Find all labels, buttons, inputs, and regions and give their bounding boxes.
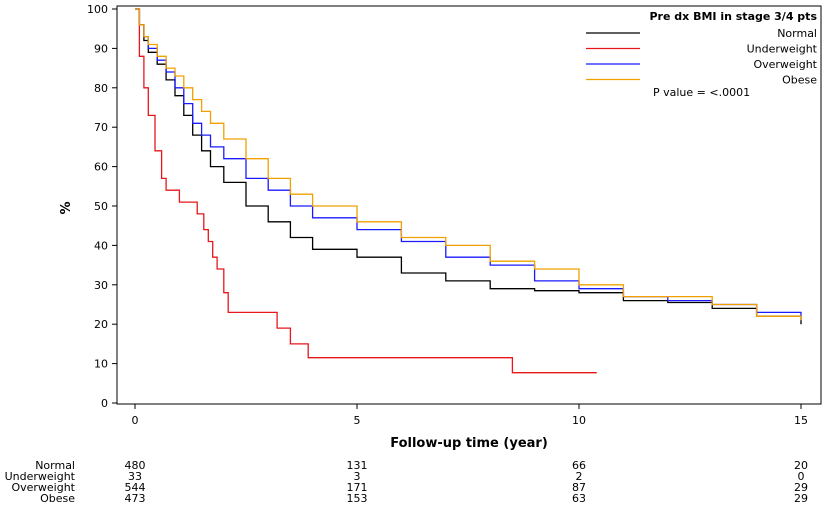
- series-line-normal: [135, 8, 802, 325]
- risk-row-label: Underweight: [5, 470, 76, 483]
- y-tick-label: 0: [101, 397, 108, 410]
- x-tick-label: 0: [132, 414, 139, 427]
- risk-cell: 63: [572, 492, 586, 505]
- risk-cell: 131: [347, 459, 368, 472]
- risk-cell: 171: [347, 481, 368, 494]
- legend-label-underweight: Underweight: [747, 43, 818, 56]
- x-axis-title: Follow-up time (year): [390, 436, 548, 451]
- y-tick-label: 80: [94, 82, 108, 95]
- y-tick-label: 20: [94, 318, 108, 331]
- risk-cell: 3: [354, 470, 361, 483]
- risk-cell: 480: [125, 459, 146, 472]
- plot-area-frame: [116, 5, 822, 405]
- risk-cell: 29: [794, 481, 808, 494]
- legend-entries: Normal Underweight Overweight Obese: [586, 27, 818, 87]
- risk-cell: 0: [798, 470, 805, 483]
- x-axis: 0 5 10 15: [132, 404, 808, 427]
- y-tick-label: 50: [94, 200, 108, 213]
- y-axis-title: %: [59, 201, 74, 214]
- y-tick-label: 10: [94, 358, 108, 371]
- legend: Pre dx BMI in stage 3/4 pts Normal Underw…: [586, 10, 818, 99]
- y-tick-label: 90: [94, 42, 108, 55]
- risk-cell: 153: [347, 492, 368, 505]
- legend-label-obese: Obese: [782, 74, 817, 87]
- risk-row-label: Obese: [40, 492, 75, 505]
- series-line-obese: [135, 8, 802, 321]
- risk-row-label: Overweight: [11, 481, 75, 494]
- risk-cell: 66: [572, 459, 586, 472]
- risk-cell: 87: [572, 481, 586, 494]
- legend-label-overweight: Overweight: [753, 58, 817, 71]
- x-tick-label: 15: [794, 414, 808, 427]
- legend-title: Pre dx BMI in stage 3/4 pts: [650, 10, 818, 23]
- x-tick-label: 10: [572, 414, 586, 427]
- risk-cell: 29: [794, 492, 808, 505]
- risk-cell: 33: [128, 470, 142, 483]
- risk-cell: 2: [576, 470, 583, 483]
- x-tick-label: 5: [354, 414, 361, 427]
- series-line-underweight: [135, 8, 597, 374]
- risk-cell: 544: [125, 481, 146, 494]
- y-tick-label: 30: [94, 279, 108, 292]
- y-tick-label: 60: [94, 161, 108, 174]
- p-value-annotation: P value = <.0001: [653, 86, 750, 99]
- series-layer: [135, 8, 802, 374]
- risk-cell: 473: [125, 492, 146, 505]
- series-line-overweight: [135, 8, 802, 317]
- risk-row-label: Normal: [35, 459, 75, 472]
- y-tick-label: 100: [87, 3, 108, 16]
- y-tick-label: 70: [94, 121, 108, 134]
- risk-cell: 20: [794, 459, 808, 472]
- legend-label-normal: Normal: [777, 27, 817, 40]
- y-axis: 0 10 20 30 40 50 60 70 80 90 100: [87, 3, 117, 410]
- y-tick-label: 40: [94, 239, 108, 252]
